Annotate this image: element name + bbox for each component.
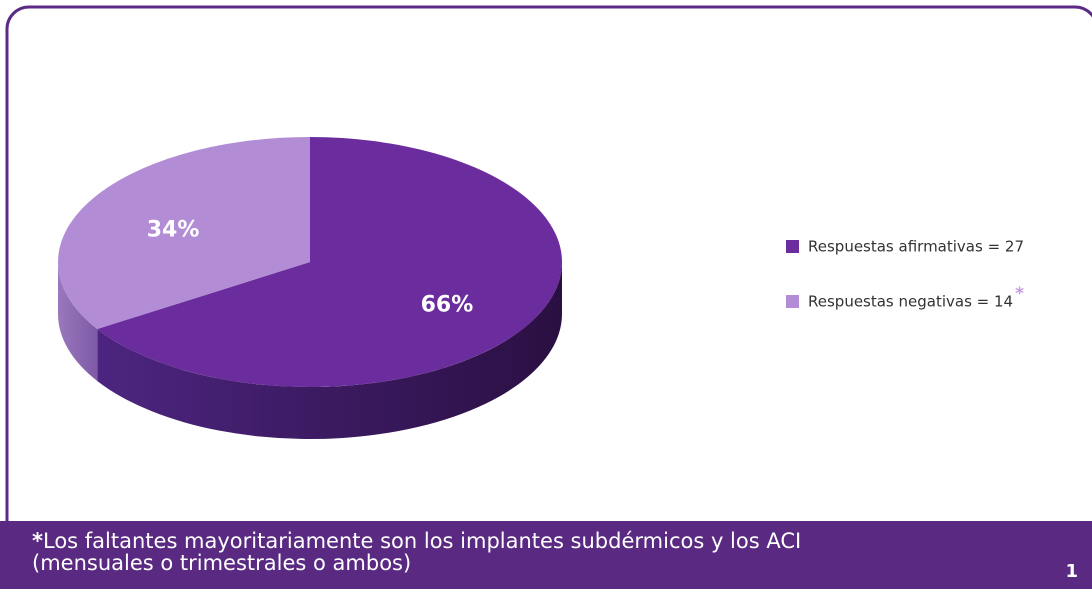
page-number: 1 xyxy=(1065,561,1078,582)
footnote-line: (mensuales o trimestrales o ambos) xyxy=(32,551,412,575)
slice-side xyxy=(58,262,98,381)
legend-label: Respuestas negativas = 14 xyxy=(808,293,1013,311)
footnote-text: Los faltantes mayoritariamente son los i… xyxy=(42,529,802,553)
slide-border xyxy=(5,5,1092,589)
slice-label: 66% xyxy=(421,292,474,317)
footnote-line: *Los faltantes mayoritariamente son los … xyxy=(32,531,801,552)
footer: *Los faltantes mayoritariamente son los … xyxy=(0,521,1092,589)
legend-swatch xyxy=(786,295,799,308)
pie-slice xyxy=(97,137,562,388)
slice-side xyxy=(97,262,562,440)
legend-note: * xyxy=(1015,284,1024,304)
legend-swatch xyxy=(786,240,799,253)
legend-label: Respuestas afirmativas = 27 xyxy=(808,238,1024,256)
pie-slice xyxy=(57,137,310,329)
footnote-marker: * xyxy=(32,529,43,553)
slice-label: 34% xyxy=(147,218,200,243)
